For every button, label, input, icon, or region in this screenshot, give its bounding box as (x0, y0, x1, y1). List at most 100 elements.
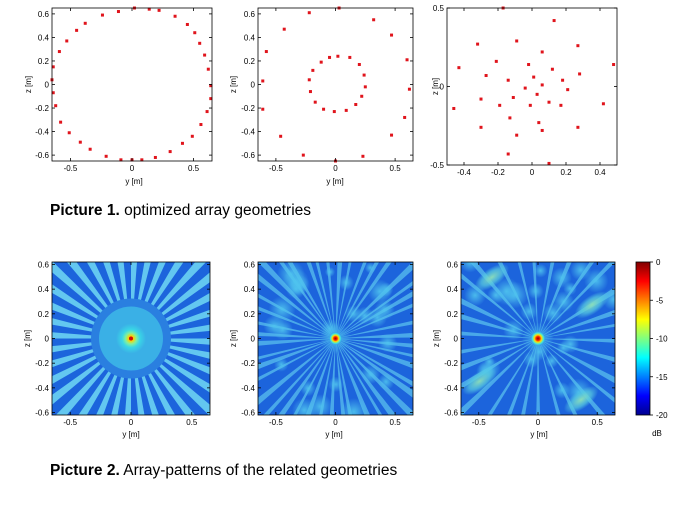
array-element-point (54, 104, 58, 108)
y-tick-label: -0.4 (241, 384, 255, 393)
x-tick-label: 0 (333, 164, 338, 173)
array-element-point (405, 58, 409, 62)
array-element-point (547, 100, 551, 104)
y-tick-label: -0.4 (444, 384, 458, 393)
sidelobe-spoke (258, 262, 336, 339)
array-element-point (209, 84, 213, 88)
sidelobe-spoke (538, 262, 555, 339)
sidelobe-blob (563, 281, 577, 296)
caption-2-label: Picture 2. (50, 462, 120, 479)
array-element-point (199, 123, 203, 127)
array-element-point (506, 152, 510, 156)
x-tick-label: 0 (129, 418, 134, 427)
y-tick-label: 0.6 (447, 260, 459, 269)
array-element-point (313, 100, 317, 104)
array-element-point (612, 63, 616, 67)
caption-2-text: Array-patterns of the related geometries (119, 462, 398, 479)
array-element-point (307, 11, 311, 15)
array-element-point (528, 103, 532, 107)
colorbar-tick-label: 0 (656, 258, 661, 267)
sidelobe-blob (461, 262, 481, 273)
y-tick-label: 0.6 (244, 260, 256, 269)
chart-6: -0.5 0 0.5 0.6 0.4 0.2 0 -0.2 -0.4 -0.6 y [m] z [m] (432, 260, 616, 439)
sidelobe-spoke (258, 273, 336, 339)
sidelobe-blob (492, 277, 521, 306)
array-element-point (372, 18, 376, 22)
array-element-point (203, 53, 207, 57)
y-tick-label: 0.2 (447, 310, 459, 319)
chart-4: -0.5 0 0.5 0.6 0.4 0.2 0 -0.2 -0.4 -0.6 y [m] z [m] (23, 260, 211, 439)
array-element-point (559, 103, 563, 107)
x-axis-label: y [m] (530, 430, 547, 439)
y-tick-label: 0 (251, 335, 256, 344)
array-element-point (328, 55, 332, 59)
array-element-point (576, 125, 580, 129)
x-tick-label: 0 (536, 418, 541, 427)
sidelobe-spoke (263, 338, 336, 415)
sidelobe-spoke (52, 338, 131, 353)
x-tick-label: -0.5 (63, 418, 77, 427)
y-tick-label: 0 (454, 335, 459, 344)
chart-2: -0.5 0 0.5 0.6 0.4 0.2 0 -0.2 -0.4 -0.6 y [m] z [m] (229, 6, 414, 186)
array-element-point (535, 92, 539, 96)
sidelobe-spoke (335, 338, 353, 415)
array-element-point (390, 33, 394, 37)
y-tick-label: -0.2 (241, 359, 255, 368)
array-element-point (65, 39, 69, 43)
array-element-point (88, 147, 92, 151)
sidelobe-blob (300, 380, 316, 397)
caption-picture-2: Picture 2. Array-patterns of the related… (50, 462, 397, 480)
sidelobe-spoke (258, 338, 336, 346)
array-element-point (407, 87, 411, 91)
y-tick-label: 0.4 (244, 33, 256, 42)
array-element-point (311, 68, 315, 72)
y-tick-label: -0.6 (35, 151, 49, 160)
x-tick-label: 0.5 (390, 164, 402, 173)
sidelobe-spoke (335, 290, 413, 339)
sidelobe-spoke (258, 338, 336, 360)
x-axis-label: y [m] (326, 177, 343, 186)
sidelobe-blob (289, 274, 310, 296)
array-element-point (59, 120, 63, 124)
sidelobe-blob (533, 263, 548, 278)
main-lobe (328, 331, 343, 346)
sidelobe-spoke (538, 309, 615, 339)
sidelobe-blob (377, 373, 395, 391)
array-element-point (168, 150, 172, 154)
x-tick-label: 0.4 (594, 168, 606, 177)
array-element-point (508, 116, 512, 120)
main-lobe (530, 330, 546, 347)
y-tick-label: 0 (251, 81, 256, 90)
y-tick-label: -0.6 (35, 409, 49, 418)
chart-3: -0.4 -0.2 0 0.2 0.4 0.5 0 -0.5 z [m] (430, 4, 618, 177)
array-element-point (75, 28, 79, 32)
array-element-point (116, 10, 120, 14)
array-element-point (547, 161, 551, 165)
array-element-point (104, 154, 108, 158)
array-element-point (566, 88, 570, 92)
colorbar-tick-label: -10 (656, 335, 668, 344)
array-element-point (282, 27, 286, 31)
colorbar: 0 -5 -10 -15 -20 dB (635, 258, 668, 438)
y-axis-label: z [m] (431, 78, 440, 95)
array-element-point (515, 133, 519, 137)
sidelobe-blob (328, 376, 344, 393)
sidelobe-spoke (335, 262, 343, 339)
x-tick-label: 0 (333, 418, 338, 427)
x-tick-label: -0.5 (64, 164, 78, 173)
array-element-point (336, 54, 340, 58)
array-element-point (537, 121, 541, 125)
sidelobe-blob (324, 266, 336, 278)
y-axis-label: z [m] (23, 330, 32, 347)
sidelobe-blob (345, 305, 362, 323)
y-tick-label: -0.6 (444, 409, 458, 418)
heatmap-pattern (52, 262, 210, 415)
array-element-point (308, 90, 312, 94)
array-element-point (532, 75, 536, 79)
y-tick-label: 0.6 (38, 10, 50, 19)
sidelobe-blob (292, 397, 317, 415)
y-tick-label: 0.2 (244, 57, 256, 66)
sidelobe-spoke (131, 324, 210, 339)
sidelobe-spoke (335, 320, 413, 339)
